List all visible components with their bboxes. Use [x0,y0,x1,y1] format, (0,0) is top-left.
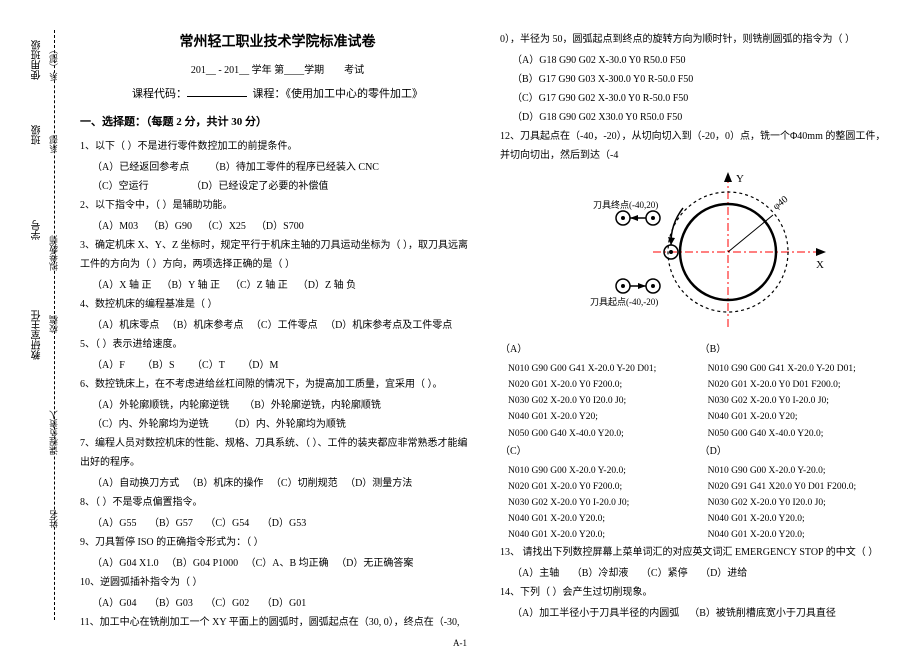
q2-opts: （A）M03 （B）G90 （C）X25 （D）S700 [80,217,475,236]
question-14: 14、下列（ ）会产生过切削现象。 [500,583,895,602]
question-10: 10、逆圆弧插补指令为（ ） [80,573,475,592]
page-number: A-1 [453,638,467,648]
answer-ab: （A） N010 G90 G00 G41 X-20.0 Y-20 D01;N02… [500,340,895,442]
margin-label: 教研室主任 [30,310,42,360]
question-4: 4、数控机床的编程基准是（ ） [80,295,475,314]
question-2: 2、以下指令中，（ ）是辅助功能。 [80,196,475,215]
exam-title: 常州轻工职业技术学院标准试卷 [80,30,475,57]
end-point-label: 刀具终点(-40,20) [593,199,658,210]
q13-opts: （A）主轴 （B）冷却液 （C）紧停 （D）进给 [500,564,895,583]
q6-opts: （A）外轮廓顺铣，内轮廓逆铣 （B）外轮廓逆铣，内轮廓顺铣 （C）内、外轮廓均为… [80,396,475,434]
start-point-label: 刀具起点(-40,-20) [590,297,658,307]
exam-term: 201__ - 201__ 学年 第____学期 考试 [80,61,475,80]
left-column: 常州轻工职业技术学院标准试卷 201__ - 201__ 学年 第____学期 … [80,30,475,634]
q3-opts: （A）X 轴 正 （B）Y 轴 正 （C）Z 轴 正 （D）Z 轴 负 [80,276,475,295]
margin-field: 课程负责人 [47,410,57,455]
margin-field: 拟卷教师 [47,235,57,271]
x-axis-label: X [816,259,824,271]
q7-opts: （A）自动换刀方式 （B）机床的操作 （C）切削规范 （D）测量方法 [80,474,475,493]
y-axis-label: Y [736,173,744,185]
ans-b: N010 G90 G00 G41 X-20.0 Y-20 D01;N020 G0… [700,361,890,442]
question-12: 12、刀具起点在（-40，-20），从切向切入到（-20，0）点，铣一个Φ40m… [500,127,895,165]
course-line: 课程代码： 课程：《使用加工中心的零件加工》 [80,84,475,105]
margin-field: 系（部） [47,45,57,81]
margin-label: 班级 [30,125,42,145]
question-11: 11、加工中心在铣削加工一个 XY 平面上的圆弧时，圆弧起点在（30, 0），终… [80,613,475,632]
ans-c: N010 G90 G00 X-20.0 Y-20.0;N020 G01 X-20… [500,463,690,544]
question-8: 8、（ ）不是零点偏置指令。 [80,493,475,512]
section-title: 一、选择题：（每题 2 分，共计 30 分） [80,112,475,133]
margin-field: 校稿 [47,315,57,333]
q8-opts: （A）G55 （B）G57 （C）G54 （D）G53 [80,514,475,533]
q5-opts: （A）F （B）S （C）T （D）M [80,356,475,375]
q9-opts: （A）G04 X1.0 （B）G04 P1000 （C）A、B 均正确 （D）无… [80,554,475,573]
q11-opts: （A）G18 G90 G02 X-30.0 Y0 R50.0 F50（B）G17… [500,51,895,127]
q4-opts: （A）机床零点 （B）机床参考点 （C）工件零点 （D）机床参考点及工件零点 [80,316,475,335]
ans-d: N010 G90 G00 X-20.0 Y-20.0;N020 G91 G41 … [700,463,890,544]
q1-opts: （A）已经返回参考点 （B）待加工零件的程序已经装入 CNC （C）空运行 （D… [80,158,475,196]
ans-b-label: （B） [700,340,890,359]
ans-c-label: （C） [500,442,690,461]
tool-path-diagram: Y X φ40 [558,170,838,335]
q10-opts: （A）G04 （B）G03 （C）G02 （D）G01 [80,594,475,613]
page-content: 常州轻工职业技术学院标准试卷 201__ - 201__ 学年 第____学期 … [80,30,900,634]
margin-label: 使用班级 [30,40,42,80]
question-1: 1、以下（ ）不是进行零件数控加工的前提条件。 [80,137,475,156]
ans-d-label: （D） [700,442,890,461]
q14-opts: （A）加工半径小于刀具半径的内圆弧 （B）被铣削槽底宽小于刀具直径 [500,604,895,623]
diameter-label: φ40 [771,194,790,212]
question-6: 6、数控铣床上，在不考虑进给丝杠间隙的情况下，为提高加工质量，宜采用（ ）。 [80,375,475,394]
right-column: 0），半径为 50，圆弧起点到终点的旋转方向为顺时针，则铣削圆弧的指令为（ ） … [500,30,895,634]
margin-field: 姓名 [47,510,57,528]
answer-cd: （C） N010 G90 G00 X-20.0 Y-20.0;N020 G01 … [500,442,895,544]
margin-label: 学号 [30,220,42,240]
ans-a: N010 G90 G00 G41 X-20.0 Y-20 D01;N020 G0… [500,361,690,442]
binding-margin: 使用班级 班级 学号 教研室主任 系（部） 系部 拟卷教师 校稿 课程负责人 姓… [30,30,55,620]
question-9: 9、刀具暂停 ISO 的正确指令形式为：（ ） [80,533,475,552]
question-5: 5、（ ）表示进给速度。 [80,335,475,354]
question-13: 13、 请找出下列数控屏幕上菜单词汇的对应英文词汇 EMERGENCY STOP… [500,543,895,562]
ans-a-label: （A） [500,340,690,359]
question-11-cont: 0），半径为 50，圆弧起点到终点的旋转方向为顺时针，则铣削圆弧的指令为（ ） [500,30,895,49]
question-7: 7、编程人员对数控机床的性能、规格、刀具系统、（ ）、工件的装夹都应非常熟悉才能… [80,434,475,472]
margin-field: 系部 [47,135,57,153]
question-3: 3、确定机床 X、Y、Z 坐标时，规定平行于机床主轴的刀具运动坐标为（ ），取刀… [80,236,475,274]
